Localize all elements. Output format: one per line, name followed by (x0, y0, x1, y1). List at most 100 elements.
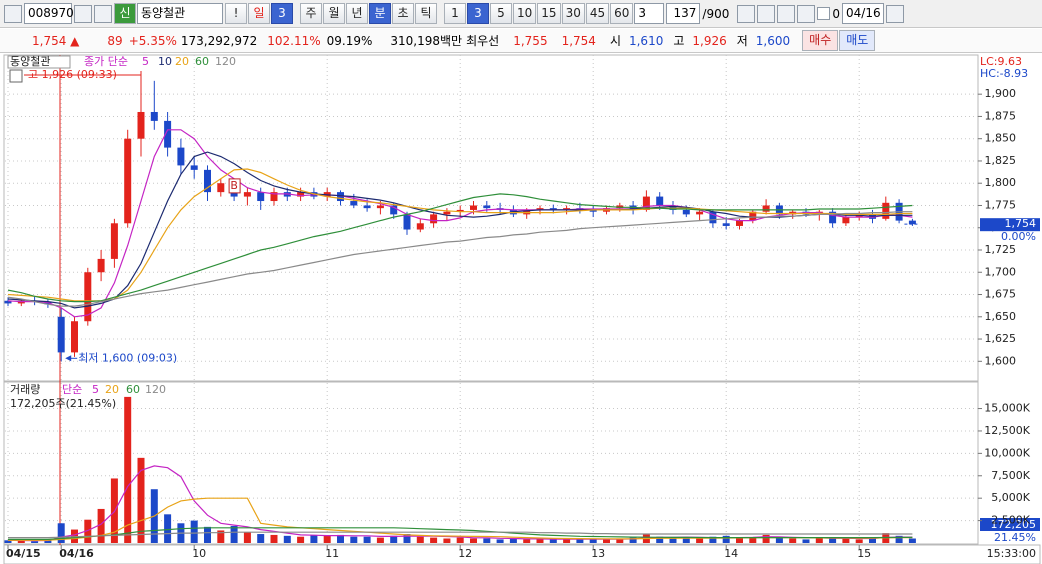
bid: 1,754 (561, 33, 596, 48)
volume-bar (563, 539, 571, 543)
low-note: 최저 1,600 (09:03) (78, 351, 177, 364)
legend-entry: 120 (215, 55, 236, 68)
candle-body (549, 208, 557, 210)
day-count[interactable]: 3 (271, 3, 293, 24)
y-tick-label: 1,775 (985, 198, 1017, 211)
settings-icon[interactable] (797, 4, 816, 23)
period-button[interactable]: 주 (300, 3, 322, 24)
volume-bar (908, 538, 916, 543)
volume-bar (802, 539, 810, 543)
interval-button[interactable]: 3 (467, 3, 489, 24)
period-button[interactable]: 년 (346, 3, 368, 24)
volume-bar (44, 539, 52, 543)
volume-bar (603, 539, 610, 543)
candle-body (243, 192, 251, 197)
candle-body (217, 183, 225, 193)
volume-bar (682, 538, 690, 543)
volume-bar (815, 538, 823, 543)
volume-last: 172,205 (991, 518, 1037, 531)
interval-button[interactable]: 60 (610, 3, 634, 24)
date-input[interactable]: 04/16 (842, 3, 884, 24)
volume-bar (4, 540, 12, 543)
candle-body (709, 211, 717, 224)
high: 1,926 (692, 33, 727, 48)
interval-button[interactable]: 1 (444, 3, 466, 24)
interval-input[interactable]: 3 (634, 3, 665, 24)
buy-button[interactable]: 매수 (802, 30, 839, 51)
candle-body (376, 205, 384, 209)
y-tick-label: 15,000K (984, 402, 1030, 415)
period-button[interactable]: 월 (323, 3, 345, 24)
search-icon[interactable] (74, 4, 92, 23)
code-input[interactable]: 008970 (24, 3, 74, 24)
volume-pane (3, 381, 979, 545)
volume-bar (483, 538, 491, 543)
volume-bar (509, 538, 517, 543)
volume-bar (31, 541, 39, 543)
y-tick-label: 1,875 (985, 109, 1017, 122)
volume-last-box (980, 518, 1040, 531)
alert-button[interactable]: ! (225, 3, 247, 24)
menu-icon[interactable] (4, 4, 22, 23)
day-button[interactable]: 일 (248, 3, 270, 24)
calendar-icon[interactable] (886, 4, 904, 23)
ma-line (7, 168, 913, 302)
volume-bar (696, 538, 704, 543)
volume-bar (270, 534, 278, 543)
ask: 1,755 (513, 33, 548, 48)
hc: HC:-8.93 (980, 67, 1028, 80)
tool-icon[interactable] (757, 4, 776, 23)
panel-icon[interactable] (9, 69, 23, 83)
x-tick-label: 15 (857, 547, 871, 560)
x-tick-label: 12 (458, 547, 472, 560)
candle-body (443, 211, 451, 215)
period-button[interactable]: 초 (392, 3, 414, 24)
volume-bar (722, 535, 730, 543)
tool-icon[interactable] (737, 4, 756, 23)
name-input[interactable]: 동양철관 (137, 3, 223, 24)
open-label: 시 (609, 34, 621, 48)
sell-button[interactable]: 매도 (839, 30, 876, 51)
candle-body (736, 220, 743, 226)
candle-body (416, 223, 424, 230)
candle-body (656, 196, 664, 206)
period-button[interactable]: 틱 (415, 3, 437, 24)
quote-bar: 1,754 ▲ 89 +5.35% 173,292,972 102.11% 09… (0, 29, 1042, 53)
interval-button[interactable]: 10 (513, 3, 537, 24)
title-box (7, 55, 71, 69)
candle-body (97, 258, 105, 273)
open: 1,610 (628, 33, 664, 48)
volume-bar (403, 534, 411, 543)
grid (5, 55, 978, 543)
volume-title: 거래량 (10, 383, 40, 396)
interval-button[interactable]: 45 (585, 3, 610, 24)
candle-body (177, 147, 185, 166)
y-tick-label: 1,600 (985, 354, 1017, 367)
volume-bar (204, 526, 211, 543)
last-price: 1,754 (1005, 217, 1037, 230)
volume-bar (842, 538, 850, 543)
interval-button[interactable]: 15 (537, 3, 561, 24)
candle-body (204, 169, 211, 193)
period-button[interactable]: 분 (369, 3, 391, 24)
volume-bar (376, 537, 384, 543)
candle-body (470, 205, 477, 210)
candle-body (257, 192, 265, 202)
volume-ma-title: 단순 (62, 383, 82, 396)
best-label: 최우선 (466, 34, 500, 48)
count-input[interactable]: 137 (666, 3, 701, 24)
save-icon[interactable] (777, 4, 796, 23)
y-tick-label: 2,500K (991, 514, 1030, 527)
sound-icon[interactable] (94, 4, 112, 23)
interval-button[interactable]: 30 (561, 3, 585, 24)
checkbox[interactable] (817, 7, 831, 20)
volume-bar (323, 535, 331, 543)
y-tick-label: 1,900 (985, 87, 1017, 100)
volume-bar (390, 535, 398, 543)
y-tick-label: 1,675 (985, 288, 1017, 301)
candle-body (589, 209, 597, 212)
x-tick-label: 04/16 (59, 547, 94, 560)
candle-body (297, 192, 305, 197)
interval-button[interactable]: 5 (490, 3, 512, 24)
y-tick-label: 1,850 (985, 132, 1017, 145)
